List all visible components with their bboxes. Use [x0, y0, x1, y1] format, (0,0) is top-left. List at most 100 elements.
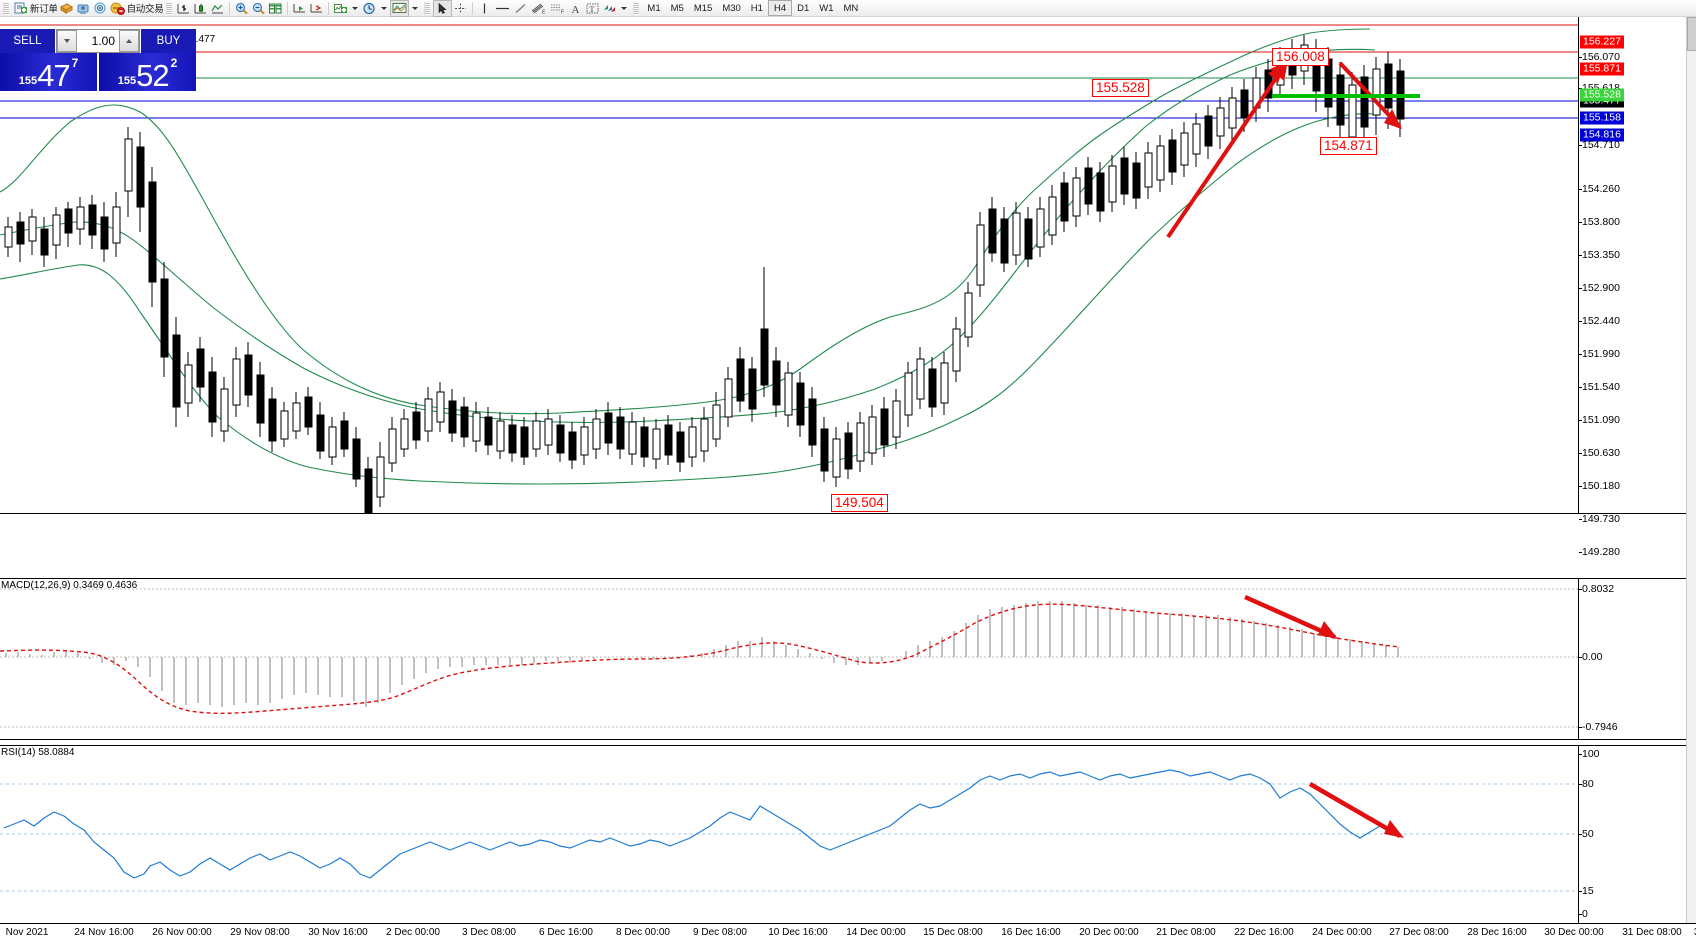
one-click-trading-header: SELL 1.00 BUY: [0, 29, 196, 53]
volume-increase-button[interactable]: [119, 30, 139, 52]
volume-input[interactable]: 1.00: [77, 30, 119, 52]
price-axis[interactable]: 156.227 156.070 155.871 155.618 155.477 …: [1578, 17, 1696, 589]
time-tick-19: 28 Dec 16:00: [1467, 927, 1527, 938]
volume-decrease-button[interactable]: [57, 30, 77, 52]
cursor-icon[interactable]: [433, 0, 453, 17]
line-chart-icon[interactable]: [209, 1, 226, 16]
rsi-tick-80: 80: [1579, 778, 1594, 790]
price-tick-150630: 150.630: [1579, 447, 1620, 459]
volume-stepper[interactable]: 1.00: [56, 29, 140, 53]
expert-advisor-icon[interactable]: [58, 1, 75, 16]
price-tag-155871[interactable]: 155.871: [1580, 62, 1624, 76]
candlestick-series: [4, 35, 1405, 513]
auto-trading-icon[interactable]: [109, 1, 126, 16]
time-tick-21: 31 Dec 08:00: [1622, 927, 1682, 938]
price-chart-pane[interactable]: GBPJPY-,H4 155.507 155.508 155.329 155.4…: [0, 17, 1696, 589]
timeframe-w1[interactable]: W1: [819, 2, 834, 14]
equidistant-channel-icon[interactable]: E: [529, 1, 548, 16]
timeframe-h1[interactable]: H1: [750, 2, 763, 14]
vertical-scrollbar[interactable]: [1686, 17, 1696, 923]
time-tick-6: 3 Dec 08:00: [462, 927, 516, 938]
chart-label-156008[interactable]: 156.008: [1272, 48, 1329, 66]
chart-label-155528[interactable]: 155.528: [1092, 79, 1149, 97]
horizontal-line-icon[interactable]: [493, 1, 512, 16]
indicators-icon[interactable]: [332, 1, 349, 16]
buy-price-display[interactable]: 155 52 2: [99, 53, 196, 91]
toolbar-grip[interactable]: [3, 1, 9, 15]
bar-chart-icon[interactable]: [175, 1, 192, 16]
indicators-dropdown-caret[interactable]: [352, 6, 359, 10]
sell-button[interactable]: SELL: [0, 29, 55, 53]
buy-price-main: 52: [136, 58, 169, 91]
chart-label-154871[interactable]: 154.871: [1320, 137, 1377, 155]
zoom-in-icon[interactable]: [233, 1, 250, 16]
sell-price-display[interactable]: 155 47 7: [0, 53, 99, 91]
vertical-line-icon[interactable]: [476, 1, 493, 16]
rsi-tick-0: 0: [1579, 908, 1588, 920]
toolbar-grip-3[interactable]: [424, 1, 431, 15]
trendline-icon[interactable]: [512, 1, 529, 16]
price-plot-area[interactable]: [0, 17, 1579, 513]
timeframe-mn[interactable]: MN: [843, 2, 859, 14]
uptrend-arrow: [1166, 61, 1288, 239]
toolbar-grip-4[interactable]: [633, 1, 640, 15]
period-dropdown-caret[interactable]: [381, 6, 388, 10]
period-icon[interactable]: [361, 1, 378, 16]
toolbar-separator-4: [472, 1, 474, 15]
rsi-pane[interactable]: RSI(14) 58.0884 100 80 50 15 0: [0, 745, 1696, 925]
candlestick-chart-icon[interactable]: [192, 1, 209, 16]
signals-icon[interactable]: [92, 1, 109, 16]
sell-price-prefix: 155: [18, 75, 38, 87]
text-icon[interactable]: A: [567, 1, 584, 16]
macd-plot-area[interactable]: [0, 579, 1579, 739]
toolbar-separator-3: [328, 1, 330, 15]
new-order-label[interactable]: 新订单: [30, 4, 58, 15]
new-order-icon[interactable]: [12, 1, 29, 16]
time-tick-3: 29 Nov 08:00: [230, 927, 290, 938]
time-tick-7: 6 Dec 16:00: [539, 927, 593, 938]
objects-dropdown-caret[interactable]: [621, 6, 628, 10]
templates-icon[interactable]: [390, 0, 410, 17]
auto-trading-label[interactable]: 自动交易: [126, 4, 164, 15]
timeframe-m1[interactable]: M1: [647, 2, 661, 14]
price-tag-154816[interactable]: 154.816: [1580, 128, 1624, 142]
timeframe-d1[interactable]: D1: [797, 2, 810, 14]
scrollbar-thumb[interactable]: [1687, 17, 1696, 51]
rsi-tick-100: 100: [1579, 748, 1600, 760]
price-tag-155528[interactable]: 155.528: [1580, 88, 1624, 102]
zoom-out-icon[interactable]: [250, 1, 267, 16]
templates-dropdown-caret[interactable]: [412, 6, 419, 10]
timeframe-h4[interactable]: H4: [767, 0, 793, 16]
crosshair-icon[interactable]: [452, 1, 469, 16]
toolbar-separator-2: [287, 1, 289, 15]
sell-price-pip: 7: [71, 56, 79, 70]
svg-text:F: F: [561, 9, 564, 15]
price-tag-155158[interactable]: 155.158: [1580, 111, 1624, 125]
toolbar-grip-2[interactable]: [166, 1, 173, 15]
macd-pane[interactable]: MACD(12,26,9) 0.3469 0.4636: [0, 578, 1696, 740]
tile-windows-icon[interactable]: [267, 1, 284, 16]
macd-signal-line: [0, 603, 1401, 715]
text-label-icon[interactable]: T: [584, 1, 601, 16]
fibonacci-icon[interactable]: F: [548, 1, 567, 16]
time-tick-4: 30 Nov 16:00: [308, 927, 368, 938]
chart-shift-icon[interactable]: [308, 1, 325, 16]
buy-button[interactable]: BUY: [141, 29, 196, 53]
price-tag-156227[interactable]: 156.227: [1580, 35, 1624, 49]
main-toolbar: 新订单 自动交易: [0, 0, 1696, 17]
timeframe-m5[interactable]: M5: [670, 2, 684, 14]
data-center-icon[interactable]: [75, 1, 92, 16]
scroll-end-icon[interactable]: [291, 1, 308, 16]
time-axis[interactable]: Nov 2021 24 Nov 16:00 26 Nov 00:00 29 No…: [0, 923, 1696, 943]
time-tick-16: 22 Dec 16:00: [1234, 927, 1294, 938]
one-click-trading-panel[interactable]: SELL 1.00 BUY 155 47 7 155 52 2: [0, 29, 196, 91]
macd-tick-0_8032: 0.8032: [1578, 583, 1615, 595]
macd-histogram: [5, 601, 1399, 707]
objects-icon[interactable]: [601, 1, 618, 16]
timeframe-m15[interactable]: M15: [693, 2, 713, 14]
rsi-axis[interactable]: 100 80 50 15 0: [1578, 746, 1696, 924]
macd-axis[interactable]: 0.8032 0.00 -0.7946: [1578, 579, 1696, 739]
timeframe-m30[interactable]: M30: [722, 2, 741, 14]
rsi-plot-area[interactable]: [0, 746, 1579, 924]
chart-label-149504[interactable]: 149.504: [831, 494, 888, 512]
